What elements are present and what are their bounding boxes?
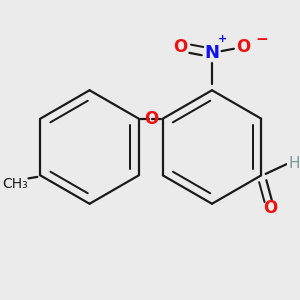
- Text: +: +: [218, 34, 227, 44]
- Text: CH₃: CH₃: [2, 177, 28, 191]
- Text: O: O: [263, 199, 277, 217]
- Text: −: −: [255, 32, 268, 47]
- Text: O: O: [144, 110, 158, 128]
- Text: O: O: [236, 38, 250, 56]
- Text: N: N: [205, 44, 220, 62]
- Text: H: H: [288, 156, 300, 171]
- Text: O: O: [173, 38, 188, 56]
